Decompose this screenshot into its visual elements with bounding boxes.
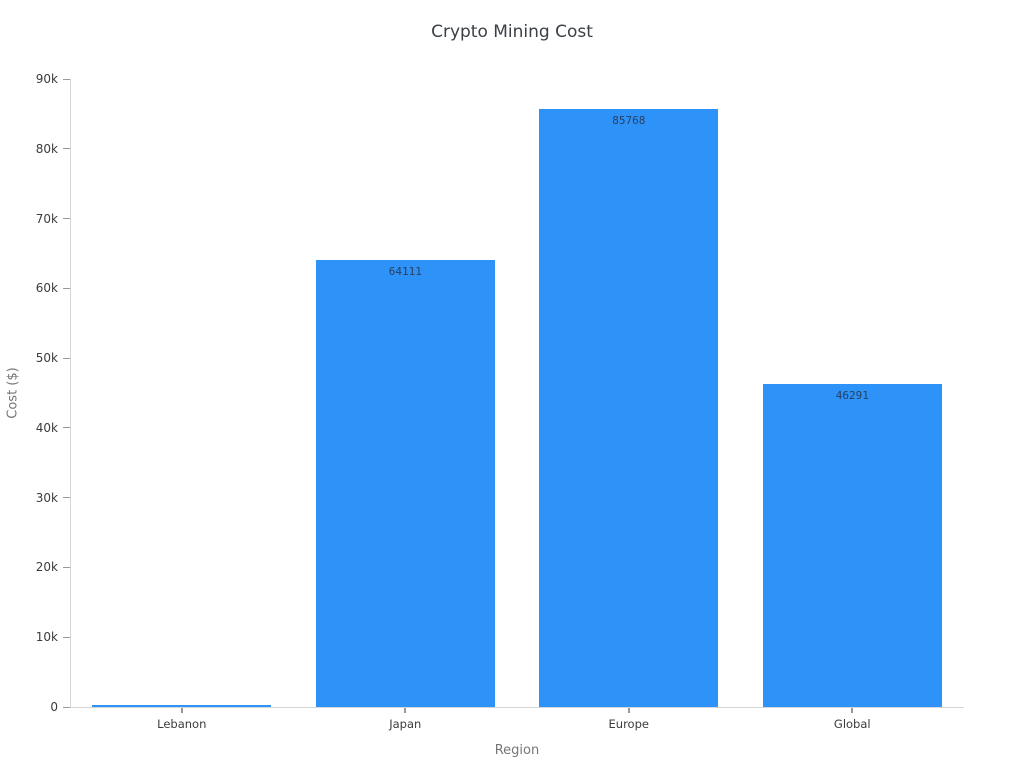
x-axis-tick xyxy=(627,708,630,713)
y-axis-tick-label: 10k xyxy=(35,630,58,645)
bar xyxy=(762,384,942,707)
y-axis-tick-label: 60k xyxy=(35,281,58,296)
y-axis-tick xyxy=(63,218,70,220)
y-axis-tick xyxy=(63,148,70,150)
y-axis-tick xyxy=(63,636,70,638)
y-axis-tick-label: 20k xyxy=(35,560,58,575)
bar-value-label: 46291 xyxy=(835,389,869,402)
y-axis-tick-label: 90k xyxy=(35,72,58,86)
x-axis-tick xyxy=(404,708,407,713)
y-axis-tick-label: 0 xyxy=(50,700,58,714)
x-axis-title: Region xyxy=(494,743,540,758)
y-axis-title: Cost ($) xyxy=(5,367,21,419)
bar xyxy=(315,259,495,707)
x-axis-line xyxy=(70,707,964,708)
x-axis-tick-label: Europe xyxy=(608,717,649,731)
chart-title: Crypto Mining Cost xyxy=(431,22,593,42)
y-axis-tick xyxy=(63,427,70,429)
y-axis-tick xyxy=(63,287,70,289)
y-axis-tick-label: 30k xyxy=(35,490,58,505)
x-axis-tick-label: Lebanon xyxy=(157,717,207,731)
x-axis-tick-label: Japan xyxy=(389,717,422,731)
bar xyxy=(92,704,272,707)
bar-value-label: 64111 xyxy=(388,264,422,278)
bar xyxy=(539,108,719,707)
y-axis-tick xyxy=(63,706,70,708)
x-axis-tick xyxy=(851,708,854,713)
y-axis-tick xyxy=(63,357,70,359)
bar-value-label: 85768 xyxy=(612,113,646,127)
y-axis-tick-label: 70k xyxy=(35,211,58,226)
y-axis-tick xyxy=(63,497,70,499)
y-axis-tick xyxy=(63,566,70,568)
y-axis-line xyxy=(70,79,71,708)
y-axis-tick xyxy=(63,78,70,80)
y-axis-tick-label: 40k xyxy=(35,420,58,435)
x-axis-tick-label: Global xyxy=(833,717,871,731)
x-axis-tick xyxy=(180,708,183,713)
y-axis-tick-label: 80k xyxy=(35,141,58,156)
y-axis-tick-label: 50k xyxy=(35,351,58,366)
